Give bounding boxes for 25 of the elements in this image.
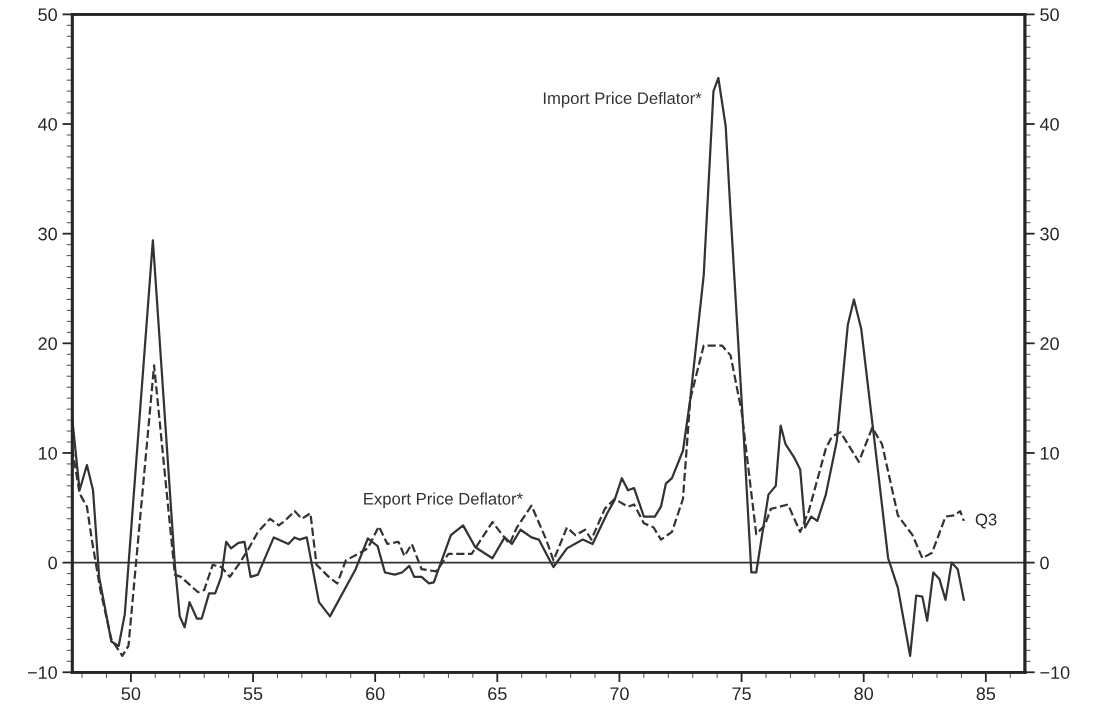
y-tick-label: 30: [38, 227, 57, 241]
y-tick-label: 10: [38, 446, 57, 460]
y-tick-label: 50: [38, 8, 57, 22]
x-tick-label: 85: [976, 687, 996, 701]
x-tick-label: 50: [121, 687, 141, 701]
y2-tick-label: 40: [1039, 117, 1059, 131]
series-label: Export Price Deflator*: [364, 492, 523, 508]
y-tick-label: 20: [38, 337, 57, 351]
x-tick-label: 75: [732, 687, 751, 701]
y-tick-label: 40: [38, 117, 57, 131]
y2-tick-label: −10: [1040, 666, 1070, 679]
x-tick-label: 55: [243, 687, 263, 701]
y2-tick-label: 20: [1040, 337, 1059, 351]
x-tick-label: 60: [366, 687, 385, 701]
y-tick-label: −10: [27, 666, 57, 679]
y-tick-label: 0: [48, 556, 57, 570]
x-tick-label: 70: [610, 687, 629, 701]
series-label: Import Price Deflator*: [543, 91, 702, 108]
x-tick-label: 80: [854, 687, 874, 701]
annotation: Q3: [975, 513, 997, 529]
y2-tick-label: 0: [1040, 556, 1049, 570]
y2-tick-label: 50: [1040, 8, 1059, 22]
y2-tick-label: 30: [1040, 227, 1059, 241]
y2-tick-label: 10: [1040, 446, 1059, 460]
x-tick-label: 65: [488, 687, 507, 701]
